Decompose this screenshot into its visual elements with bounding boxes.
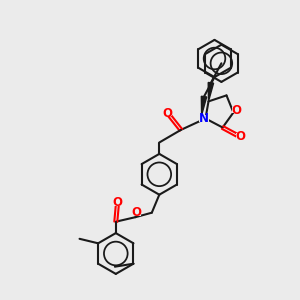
Text: O: O: [131, 206, 141, 220]
Text: N: N: [199, 112, 209, 125]
FancyBboxPatch shape: [200, 115, 209, 122]
Text: O: O: [162, 106, 172, 120]
Polygon shape: [208, 82, 214, 101]
FancyBboxPatch shape: [112, 199, 122, 206]
FancyBboxPatch shape: [232, 107, 241, 113]
Text: O: O: [236, 130, 246, 143]
Polygon shape: [201, 96, 207, 115]
FancyBboxPatch shape: [131, 210, 141, 216]
FancyBboxPatch shape: [162, 110, 172, 116]
Text: O: O: [231, 103, 242, 117]
Text: O: O: [112, 196, 122, 209]
FancyBboxPatch shape: [236, 133, 245, 140]
